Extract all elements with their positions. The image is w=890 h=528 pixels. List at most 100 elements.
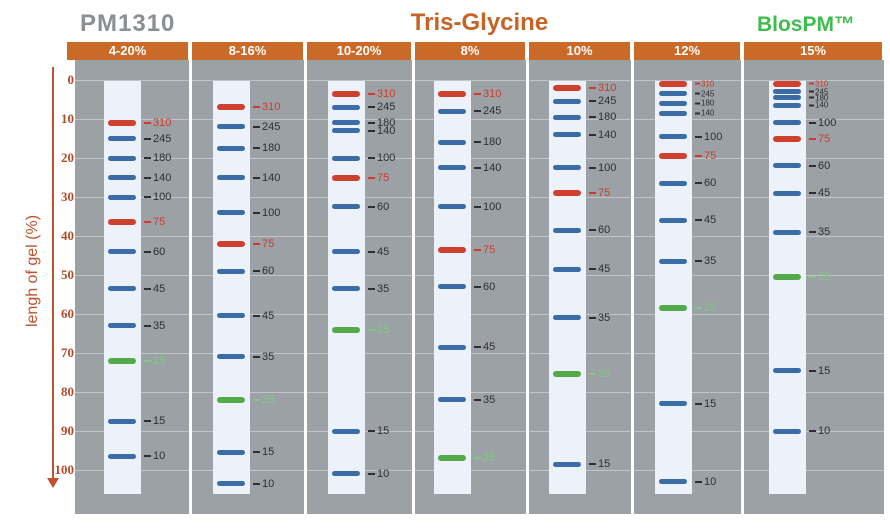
- band-tick-dash-icon: [589, 166, 596, 169]
- band-label: 10: [253, 478, 274, 490]
- band-kda-value: 45: [598, 263, 611, 276]
- marker-band: [108, 357, 136, 364]
- band-kda-value: 25: [262, 393, 275, 406]
- column-separator: [740, 60, 744, 514]
- marker-band: [217, 240, 245, 247]
- marker-band: [553, 114, 581, 120]
- band-label: 15: [144, 415, 165, 427]
- band-tick-dash-icon: [589, 229, 596, 232]
- band-tick-dash-icon: [474, 92, 481, 95]
- band-tick-dash-icon: [474, 166, 481, 169]
- band-kda-value: 60: [704, 177, 717, 190]
- marker-band: [108, 219, 136, 226]
- band-tick-dash-icon: [695, 102, 700, 105]
- band-tick-dash-icon: [809, 90, 814, 93]
- band-label: 310: [144, 117, 171, 129]
- band-label: 75: [368, 172, 389, 184]
- band-label: 140: [253, 172, 280, 184]
- axis-tick-label: 10: [61, 111, 74, 126]
- axis-tick-label: 90: [61, 423, 74, 438]
- band-kda-value: 100: [483, 200, 502, 213]
- marker-band: [553, 165, 581, 171]
- marker-band: [217, 124, 245, 130]
- band-label: 35: [368, 283, 389, 295]
- band-tick-dash-icon: [368, 121, 375, 124]
- band-tick-dash-icon: [589, 86, 596, 89]
- band-label: 25: [144, 355, 165, 367]
- band-kda-value: 25: [153, 354, 166, 367]
- band-label: 35: [144, 320, 165, 332]
- band-tick-dash-icon: [144, 157, 151, 159]
- band-kda-value: 60: [598, 224, 611, 237]
- band-tick-dash-icon: [368, 157, 375, 159]
- marker-band: [553, 84, 581, 91]
- marker-band: [217, 210, 245, 216]
- lane-header: 12%: [634, 42, 740, 60]
- band-tick-dash-icon: [809, 430, 816, 432]
- band-kda-value: 140: [483, 161, 502, 174]
- band-label: 140: [474, 162, 501, 174]
- band-tick-dash-icon: [695, 82, 700, 85]
- band-kda-value: 245: [262, 120, 281, 133]
- band-kda-value: 15: [262, 446, 275, 459]
- band-tick-dash-icon: [144, 196, 151, 198]
- band-label: 140: [144, 172, 171, 184]
- band-tick-dash-icon: [809, 137, 816, 140]
- axis-tick-label: 60: [61, 306, 74, 321]
- gridline: [75, 392, 884, 393]
- marker-band: [659, 80, 687, 87]
- lane-header: 4-20%: [67, 42, 188, 60]
- band-tick-dash-icon: [144, 137, 151, 140]
- marker-band: [217, 313, 245, 319]
- band-kda-value: 310: [153, 116, 172, 129]
- band-kda-value: 35: [598, 311, 611, 324]
- band-tick-dash-icon: [144, 121, 151, 124]
- band-tick-dash-icon: [368, 430, 375, 432]
- marker-band: [217, 396, 245, 403]
- band-kda-value: 45: [483, 341, 496, 354]
- band-label: 25: [695, 302, 716, 314]
- marker-band: [659, 100, 687, 106]
- band-kda-value: 180: [815, 93, 829, 103]
- marker-band: [438, 108, 466, 114]
- band-label: 25: [809, 271, 830, 283]
- band-tick-dash-icon: [474, 248, 481, 251]
- band-kda-value: 60: [818, 159, 831, 172]
- y-axis-arrow-icon: [47, 478, 59, 488]
- band-tick-dash-icon: [809, 275, 816, 278]
- column-separator: [303, 60, 307, 514]
- marker-band: [773, 229, 801, 235]
- marker-band: [438, 246, 466, 253]
- band-kda-value: 35: [704, 255, 717, 268]
- band-tick-dash-icon: [253, 106, 260, 109]
- band-kda-value: 60: [262, 265, 275, 278]
- band-kda-value: 245: [701, 89, 715, 99]
- marker-band: [332, 471, 360, 477]
- band-kda-value: 45: [377, 245, 390, 258]
- band-kda-value: 25: [598, 368, 611, 381]
- band-tick-dash-icon: [368, 205, 375, 208]
- band-kda-value: 45: [704, 214, 717, 227]
- band-label: 100: [253, 207, 280, 219]
- marker-band: [217, 175, 245, 180]
- marker-band: [438, 344, 466, 350]
- band-label: 140: [695, 109, 714, 118]
- brand-logo: BlosPM™: [756, 13, 855, 36]
- band-label: 100: [589, 162, 616, 174]
- band-label: 15: [695, 398, 716, 410]
- band-tick-dash-icon: [809, 96, 814, 99]
- band-tick-dash-icon: [144, 250, 151, 253]
- band-label: 310: [695, 79, 714, 88]
- band-kda-value: 15: [818, 364, 831, 377]
- marker-band: [659, 180, 687, 186]
- marker-band: [773, 120, 801, 126]
- marker-band: [332, 286, 360, 292]
- marker-band: [108, 194, 136, 200]
- marker-band: [773, 368, 801, 374]
- band-tick-dash-icon: [809, 164, 816, 167]
- axis-tick-label: 70: [61, 345, 74, 360]
- band-tick-dash-icon: [368, 472, 375, 475]
- band-tick-dash-icon: [695, 260, 702, 263]
- marker-band: [659, 134, 687, 140]
- marker-band: [773, 135, 801, 142]
